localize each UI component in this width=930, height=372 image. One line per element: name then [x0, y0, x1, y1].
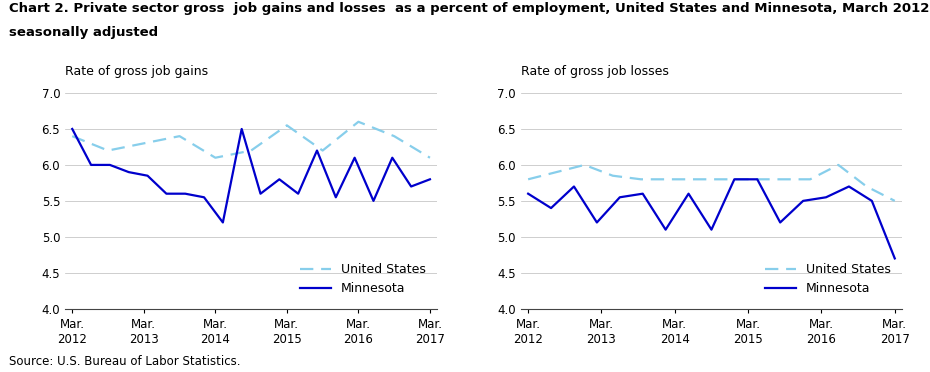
- Minnesota: [293, 192, 304, 196]
- Minnesota: [614, 195, 625, 199]
- United States: [523, 177, 534, 182]
- Minnesota: [729, 177, 740, 182]
- Text: Rate of gross job losses: Rate of gross job losses: [521, 65, 669, 78]
- Minnesota: [236, 127, 247, 131]
- Minnesota: [706, 227, 717, 232]
- United States: [804, 177, 816, 182]
- United States: [635, 177, 646, 182]
- Line: United States: United States: [73, 122, 430, 158]
- Minnesota: [142, 173, 153, 178]
- United States: [424, 155, 435, 160]
- Minnesota: [349, 155, 360, 160]
- United States: [861, 184, 872, 189]
- Minnesota: [683, 192, 694, 196]
- Minnesota: [368, 199, 379, 203]
- Minnesota: [273, 177, 285, 182]
- Text: Rate of gross job gains: Rate of gross job gains: [65, 65, 208, 78]
- Minnesota: [523, 192, 534, 196]
- Line: United States: United States: [528, 165, 895, 201]
- Text: Chart 2. Private sector gross  job gains and losses  as a percent of employment,: Chart 2. Private sector gross job gains …: [9, 2, 930, 15]
- United States: [579, 163, 591, 167]
- United States: [664, 177, 675, 182]
- Minnesota: [218, 220, 229, 225]
- United States: [389, 134, 400, 138]
- Text: Source: U.S. Bureau of Labor Statistics.: Source: U.S. Bureau of Labor Statistics.: [9, 355, 241, 368]
- United States: [281, 123, 292, 128]
- Minnesota: [751, 177, 763, 182]
- United States: [720, 177, 731, 182]
- Legend: United States, Minnesota: United States, Minnesota: [760, 258, 896, 300]
- United States: [777, 177, 788, 182]
- Minnesota: [86, 163, 97, 167]
- United States: [317, 148, 328, 153]
- Minnesota: [198, 195, 209, 199]
- United States: [889, 199, 900, 203]
- Minnesota: [405, 184, 417, 189]
- Minnesota: [637, 192, 648, 196]
- Minnesota: [424, 177, 435, 182]
- United States: [832, 163, 844, 167]
- Minnesota: [123, 170, 134, 174]
- Minnesota: [387, 155, 398, 160]
- Line: Minnesota: Minnesota: [528, 179, 895, 259]
- Minnesota: [568, 184, 579, 189]
- Text: seasonally adjusted: seasonally adjusted: [9, 26, 158, 39]
- Minnesota: [660, 227, 671, 232]
- Minnesota: [104, 163, 115, 167]
- Minnesota: [591, 220, 603, 225]
- Minnesota: [798, 199, 809, 203]
- United States: [174, 134, 185, 138]
- Minnesota: [312, 148, 323, 153]
- Minnesota: [866, 199, 877, 203]
- Minnesota: [546, 206, 557, 210]
- United States: [748, 177, 759, 182]
- Minnesota: [775, 220, 786, 225]
- United States: [692, 177, 703, 182]
- United States: [607, 173, 618, 178]
- United States: [139, 141, 150, 145]
- Minnesota: [820, 195, 831, 199]
- Legend: United States, Minnesota: United States, Minnesota: [295, 258, 431, 300]
- Minnesota: [844, 184, 855, 189]
- Minnesota: [889, 256, 900, 261]
- United States: [102, 148, 113, 153]
- United States: [551, 170, 562, 174]
- Minnesota: [330, 195, 341, 199]
- United States: [246, 148, 257, 153]
- Minnesota: [255, 192, 266, 196]
- Minnesota: [161, 192, 172, 196]
- Minnesota: [67, 127, 78, 131]
- Minnesota: [179, 192, 191, 196]
- Line: Minnesota: Minnesota: [73, 129, 430, 222]
- United States: [67, 134, 78, 138]
- United States: [352, 119, 364, 124]
- United States: [210, 155, 221, 160]
